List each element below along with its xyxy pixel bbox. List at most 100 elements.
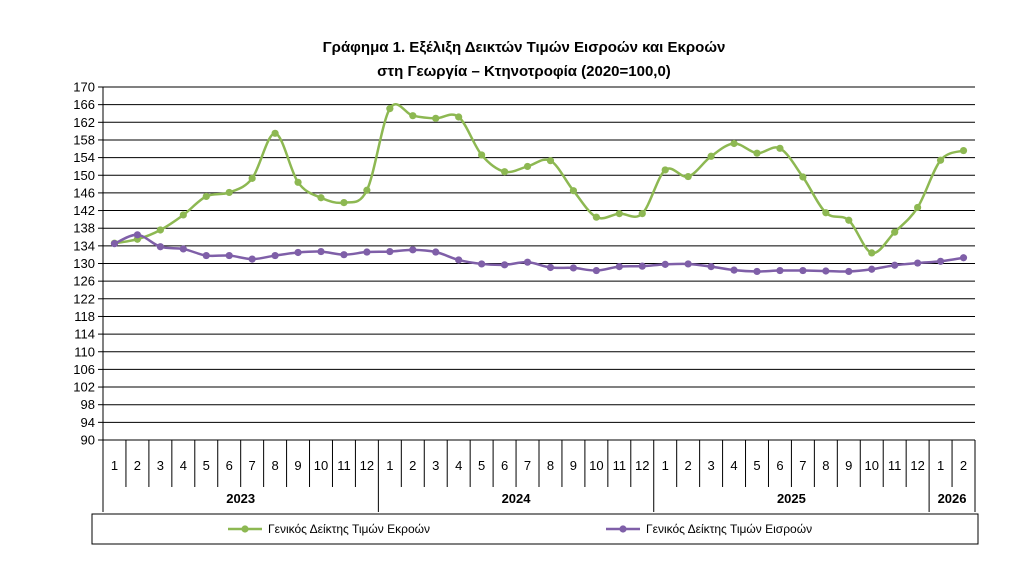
data-point (156, 243, 164, 251)
x-tick-label: 3 (432, 458, 439, 473)
data-point (340, 199, 348, 207)
x-tick-label: 12 (910, 458, 924, 473)
x-tick-label: 2 (409, 458, 416, 473)
data-point (546, 157, 555, 165)
x-tick-label: 5 (753, 458, 760, 473)
x-tick-label: 1 (386, 458, 393, 473)
data-point (248, 174, 256, 182)
x-tick-label: 12 (360, 458, 374, 473)
x-tick-label: 7 (799, 458, 806, 473)
data-point (569, 264, 578, 272)
data-point (891, 261, 899, 269)
data-point (110, 240, 119, 248)
data-point (432, 248, 440, 256)
data-point (202, 251, 210, 260)
data-point (317, 194, 325, 202)
data-point (822, 267, 830, 275)
data-point (638, 210, 646, 218)
data-point (225, 251, 233, 260)
y-tick-label: 102 (73, 380, 95, 395)
y-tick-label: 158 (73, 132, 95, 147)
x-tick-label: 3 (157, 458, 164, 473)
data-point (753, 267, 761, 276)
data-point (294, 178, 302, 186)
data-point (202, 192, 210, 201)
chart-subtitle: στη Γεωργία – Κτηνοτροφία (2020=100,0) (377, 63, 671, 80)
data-point (455, 256, 463, 264)
x-tick-label: 9 (294, 458, 301, 473)
y-tick-label: 142 (73, 203, 95, 218)
x-tick-label: 4 (730, 458, 737, 473)
series-line-1 (113, 233, 964, 273)
data-point (523, 258, 532, 266)
x-axis: 1 2 3 4 5 6 7 8 9 10 11 12 1 2 3 4 5 6 7 8 9 10 11 12 1 2 3 4 5 6 7 8 9 1… (102, 440, 976, 512)
chart-title: Γράφημα 1. Εξέλιξη Δεικτών Τιμών Εισροών… (323, 39, 726, 56)
legend-marker-inputs (619, 525, 627, 533)
x-tick-label: 6 (501, 458, 508, 473)
data-point (363, 186, 371, 194)
data-point (523, 162, 532, 171)
data-point (684, 172, 692, 181)
gridlines (102, 86, 975, 441)
data-point (914, 259, 922, 267)
data-point (432, 114, 440, 122)
data-point (225, 188, 233, 197)
y-tick-label: 134 (73, 238, 95, 253)
data-point (271, 129, 279, 137)
y-tick-label: 126 (73, 274, 95, 289)
x-tick-label: 8 (822, 458, 829, 473)
x-tick-label: 5 (478, 458, 485, 473)
x-tick-label: 9 (570, 458, 577, 473)
y-tick-label: 98 (81, 397, 95, 412)
data-point (776, 266, 784, 275)
data-point (684, 260, 692, 268)
x-tick-label: 6 (776, 458, 783, 473)
x-tick-label: 2 (134, 458, 141, 473)
data-point (179, 245, 187, 253)
data-point (409, 112, 417, 120)
x-tick-label: 6 (226, 458, 233, 473)
data-point (638, 262, 646, 270)
x-tick-label: 7 (524, 458, 531, 473)
y-tick-label: 94 (81, 415, 95, 430)
data-point (891, 228, 899, 236)
legend-box (91, 513, 979, 545)
y-tick-label: 170 (73, 80, 95, 95)
data-point (569, 187, 578, 195)
data-point (478, 151, 486, 159)
legend-label-inputs: Γενικός Δείκτης Τιμών Εισροών (646, 522, 812, 536)
y-tick-label: 90 (81, 433, 95, 448)
x-tick-label: 4 (455, 458, 462, 473)
y-tick-label: 118 (74, 309, 95, 324)
data-point (363, 248, 371, 256)
x-tick-label: 3 (707, 458, 714, 473)
data-point (133, 231, 142, 239)
y-tick-label: 114 (74, 327, 95, 342)
series-line-0 (114, 103, 965, 255)
x-tick-label: 7 (249, 458, 256, 473)
y-tick-label: 122 (73, 291, 95, 306)
x-tick-label: 10 (865, 458, 879, 473)
data-point (592, 266, 600, 275)
y-tick-label: 106 (73, 362, 95, 377)
data-point (730, 139, 738, 148)
data-point (615, 210, 623, 218)
data-point (294, 248, 302, 257)
series-lines (110, 103, 968, 276)
legend: Γενικός Δείκτης Τιμών Εκροών Γενικός Δεί… (91, 513, 979, 545)
data-point (936, 257, 945, 265)
data-point (500, 261, 509, 269)
year-label: 2025 (777, 491, 806, 506)
y-tick-label: 162 (73, 115, 95, 130)
data-point (661, 166, 669, 174)
year-label: 2023 (226, 491, 255, 506)
data-point (478, 260, 486, 268)
y-tick-label: 110 (74, 344, 95, 359)
data-point (845, 267, 853, 276)
data-point (592, 213, 600, 221)
data-point (868, 249, 876, 257)
data-point (386, 247, 394, 256)
x-tick-label: 11 (337, 458, 351, 473)
data-point (914, 203, 922, 212)
